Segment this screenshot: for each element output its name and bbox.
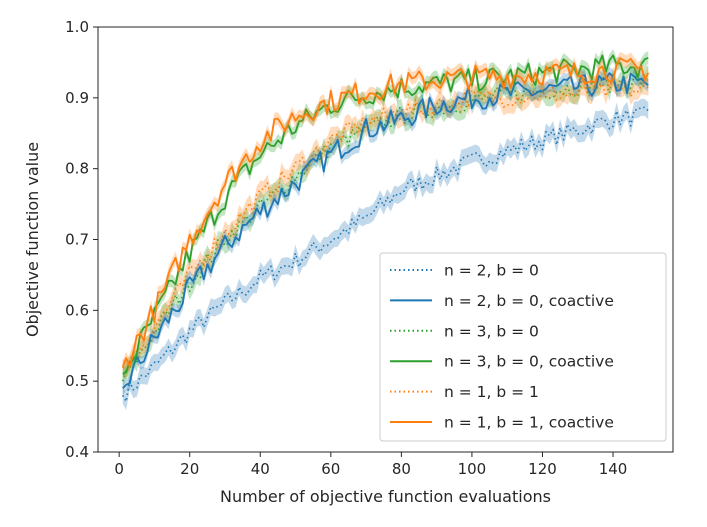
x-tick-label: 60 — [321, 460, 340, 478]
x-tick-label: 40 — [251, 460, 270, 478]
series-band — [122, 65, 649, 390]
series-line — [122, 81, 649, 372]
series-line — [121, 57, 650, 368]
x-tick-label: 140 — [599, 460, 628, 478]
series-line — [122, 106, 649, 403]
series-line — [121, 73, 649, 382]
legend-label: n = 1, b = 1 — [444, 383, 539, 401]
series-line — [122, 72, 649, 389]
y-tick-label: 0.4 — [65, 443, 89, 461]
x-tick-label: 80 — [392, 460, 411, 478]
y-tick-label: 1.0 — [65, 18, 89, 36]
legend-label: n = 2, b = 0 — [444, 262, 539, 280]
y-tick-label: 0.6 — [65, 301, 89, 319]
x-axis-label: Number of objective function evaluations — [220, 487, 551, 506]
y-tick-label: 0.7 — [65, 231, 89, 249]
legend-box — [379, 252, 667, 442]
legend-label: n = 3, b = 0, coactive — [444, 353, 614, 371]
legend-label: n = 3, b = 0 — [444, 322, 539, 340]
y-tick-label: 0.8 — [65, 160, 89, 178]
series-band — [122, 74, 649, 379]
legend-label: n = 1, b = 1, coactive — [444, 414, 614, 432]
series-band — [122, 66, 649, 395]
series-band — [122, 51, 649, 374]
y-axis-label: Objective function value — [23, 142, 42, 337]
y-tick-label: 0.9 — [65, 89, 89, 107]
legend: n = 2, b = 0 n = 2, b = 0, coactive n = 3,… — [379, 252, 667, 442]
x-tick-label: 100 — [458, 460, 487, 478]
legend-label: n = 2, b = 0, coactive — [444, 292, 614, 310]
x-tick-label: 0 — [114, 460, 124, 478]
x-tick-label: 20 — [180, 460, 199, 478]
y-tick-label: 0.5 — [65, 372, 89, 390]
x-tick-label: 120 — [528, 460, 557, 478]
series-line — [122, 54, 649, 375]
